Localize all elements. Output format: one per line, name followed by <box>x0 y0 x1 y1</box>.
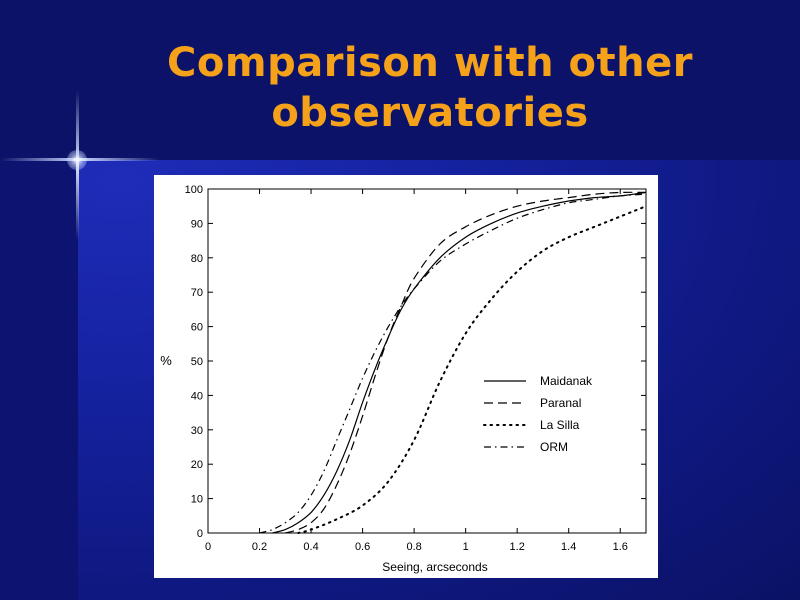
legend-label: La Silla <box>540 418 580 432</box>
seeing-cdf-chart: 0 10 20 30 40 50 60 70 80 90 100 0 0.2 0.4 0.6 0.8 1 1.2 1… <box>160 184 647 574</box>
y-tick-label: 10 <box>191 494 203 506</box>
x-tick-label: 1.6 <box>613 541 628 553</box>
legend-label: Maidanak <box>540 374 593 388</box>
y-tick-label: 40 <box>191 390 203 402</box>
y-tick-label: 100 <box>185 184 203 196</box>
slide-title-line-1: Comparison with other <box>167 40 693 86</box>
series-lines <box>259 191 647 534</box>
axis-ticks: 0 10 20 30 40 50 60 70 80 90 100 0 0.2 0.4 0.6 0.8 1 1.2 1… <box>185 184 646 553</box>
header-band <box>0 0 800 160</box>
x-tick-label: 0 <box>205 541 211 553</box>
series-line-paranal <box>285 191 647 534</box>
y-tick-label: 80 <box>191 253 203 265</box>
y-tick-label: 0 <box>197 528 203 540</box>
y-tick-label: 60 <box>191 322 203 334</box>
y-tick-label: 70 <box>191 287 203 299</box>
light-flare-glow <box>67 150 87 170</box>
legend-label: Paranal <box>540 396 581 410</box>
x-tick-label: 1.4 <box>561 541 576 553</box>
legend-label: ORM <box>540 440 568 454</box>
slide-title-line-2: observatories <box>271 90 589 136</box>
y-tick-label: 90 <box>191 218 203 230</box>
series-line-orm <box>259 193 647 534</box>
y-tick-label: 50 <box>191 356 203 368</box>
slide-title: Comparison with other observatories <box>100 38 760 138</box>
y-tick-label: 30 <box>191 425 203 437</box>
x-tick-label: 0.8 <box>406 541 421 553</box>
series-line-maidanak <box>272 191 647 534</box>
left-band <box>0 160 78 600</box>
x-tick-label: 1 <box>463 541 469 553</box>
x-tick-label: 0.4 <box>303 541 318 553</box>
y-tick-label: 20 <box>191 459 203 471</box>
plot-frame <box>207 188 647 534</box>
y-axis-label: % <box>160 353 172 368</box>
x-tick-label: 1.2 <box>510 541 525 553</box>
x-axis-label: Seeing, arcseconds <box>382 560 487 574</box>
x-tick-label: 0.2 <box>252 541 267 553</box>
chart-panel: 0 10 20 30 40 50 60 70 80 90 100 0 0.2 0.4 0.6 0.8 1 1.2 1… <box>154 175 658 578</box>
series-line-la-silla <box>297 205 647 534</box>
x-tick-label: 0.6 <box>355 541 370 553</box>
legend: Maidanak Paranal La Silla ORM <box>483 374 593 454</box>
